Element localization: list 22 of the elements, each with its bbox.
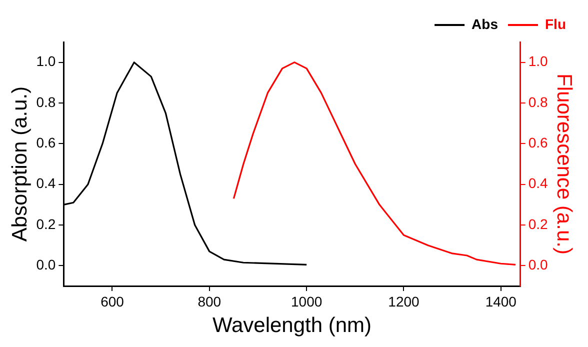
x-tick-label: 1200 bbox=[388, 293, 420, 310]
x-tick-label: 1400 bbox=[485, 293, 517, 310]
legend-label: Abs bbox=[472, 16, 498, 32]
x-axis-title: Wavelength (nm) bbox=[212, 314, 372, 338]
y2-axis-title: Fluorescence (a.u.) bbox=[552, 74, 576, 254]
y-tick-label: 0.2 bbox=[36, 216, 56, 232]
y-tick-label: 0.0 bbox=[36, 256, 56, 273]
y2-tick-label: 0.2 bbox=[528, 216, 548, 232]
y-tick-label: 0.8 bbox=[36, 94, 56, 110]
y-tick-label: 0.6 bbox=[36, 134, 56, 151]
y-tick-label: 0.4 bbox=[36, 175, 56, 192]
y2-tick-label: 0.4 bbox=[528, 175, 548, 192]
x-tick-label: 600 bbox=[100, 293, 124, 310]
y-tick-label: 1.0 bbox=[36, 53, 56, 70]
x-tick-label: 1000 bbox=[290, 293, 322, 310]
y-axis-title: Absorption (a.u.) bbox=[8, 86, 32, 242]
y2-tick-label: 1.0 bbox=[528, 53, 548, 70]
y2-tick-label: 0.8 bbox=[528, 94, 548, 110]
y2-tick-label: 0.6 bbox=[528, 134, 548, 151]
y2-tick-label: 0.0 bbox=[528, 256, 548, 273]
x-tick-label: 800 bbox=[198, 293, 222, 310]
legend-label: Flu bbox=[545, 16, 566, 32]
